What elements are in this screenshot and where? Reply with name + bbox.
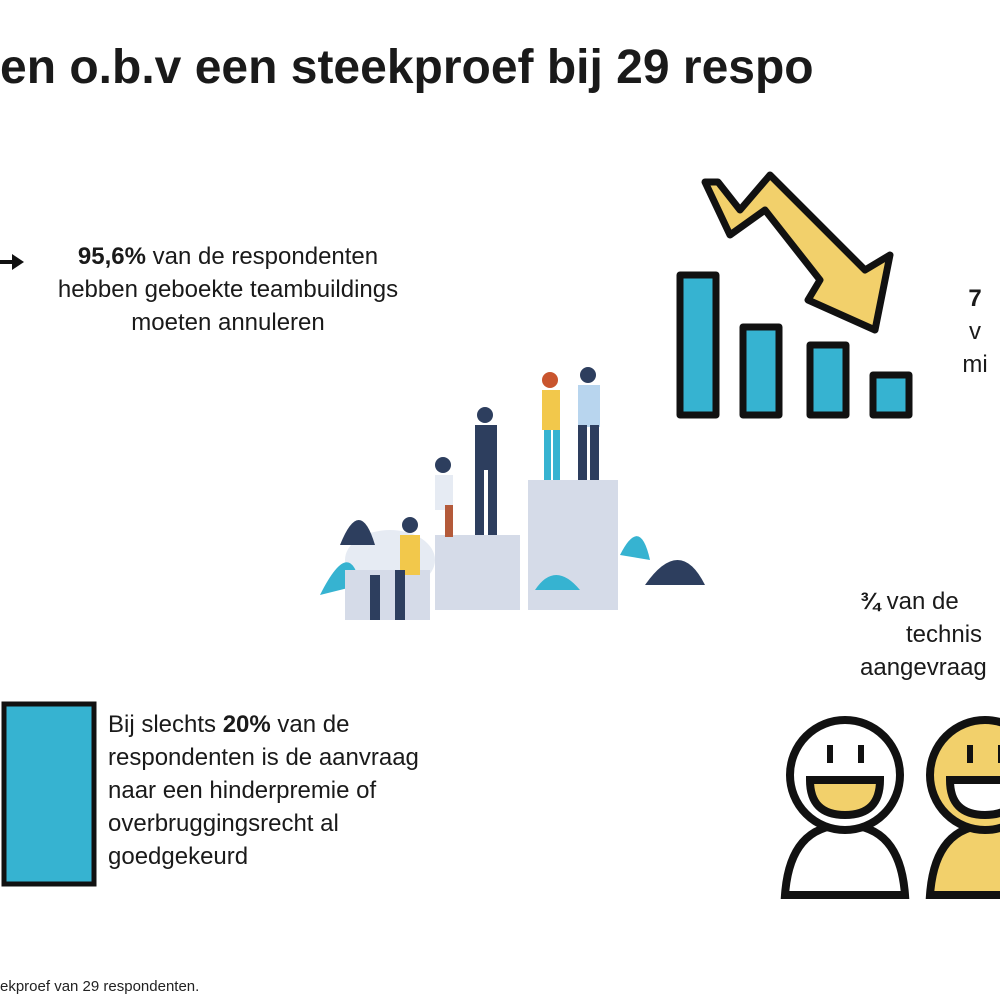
stat-value: 20%	[222, 711, 271, 738]
stat-text: respondenten is de aanvraag	[108, 744, 419, 771]
declining-bar-chart-icon	[676, 171, 913, 419]
stat-text: mi	[962, 351, 988, 378]
stat-decline: 7 v mi	[955, 282, 995, 381]
stat-text: van de respondenten	[145, 243, 379, 270]
stat-value: 95,6%	[77, 243, 146, 270]
stat-premium: Bij slechts 20% van de respondenten is d…	[108, 708, 419, 873]
stat-text: van de	[880, 588, 959, 615]
stat-text: goedgekeurd	[108, 843, 249, 870]
arrow-right-icon	[0, 254, 24, 270]
stat-text: moeten annuleren	[131, 309, 325, 336]
stat-value: 7	[968, 285, 982, 312]
stat-text: hebben geboekte teambuildings	[57, 276, 399, 303]
stat-text: v	[969, 318, 981, 345]
stat-text: van de	[270, 711, 350, 738]
stat-text: overbruggingsrecht al	[108, 810, 339, 837]
stat-value: ¾	[860, 588, 881, 615]
stat-text: naar een hinderpremie of	[108, 777, 377, 804]
smiley-faces-icon	[780, 716, 1000, 899]
page-title: en o.b.v een steekproef bij 29 respo	[0, 41, 814, 94]
stat-text: aangevraag	[860, 654, 987, 681]
blue-bar-icon	[1, 701, 97, 887]
footnote: ekproef van 29 respondenten.	[0, 978, 200, 995]
stat-teambuilding: 95,6% van de respondenten hebben geboekt…	[18, 240, 438, 339]
stat-text: technis	[906, 621, 983, 648]
stat-technical: ¾ van de technis aangevraag	[860, 585, 987, 684]
stat-text: Bij slechts	[108, 711, 223, 738]
people-podium-illustration	[320, 367, 705, 620]
